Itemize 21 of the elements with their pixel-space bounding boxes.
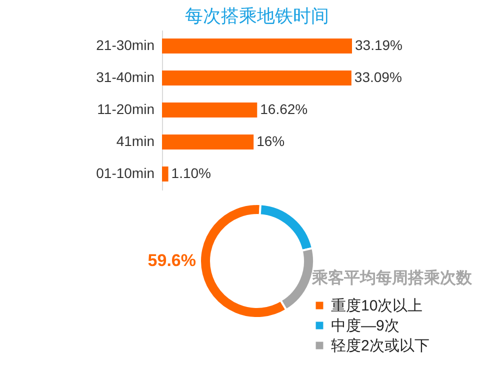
data-label: 1.10% — [171, 165, 211, 181]
y-tick-label: 31-40min — [96, 69, 154, 85]
y-tick-label: 11-20min — [97, 101, 154, 117]
legend-label: 重度10次以上 — [331, 298, 423, 314]
legend-label: 轻度2次或以下 — [331, 338, 430, 354]
y-tick-label: 41min — [116, 133, 154, 149]
chart-title: 每次搭乘地铁时间 — [185, 6, 329, 26]
y-tick-label: 01-10min — [96, 165, 154, 181]
data-label: 33.09% — [354, 69, 402, 85]
bar — [162, 38, 352, 54]
legend-label: 中度—9次 — [331, 318, 400, 334]
legend-title: 乘客平均每周搭乘次数 — [311, 268, 473, 287]
y-tick-label: 21-30min — [96, 37, 154, 53]
data-label: 33.19% — [355, 37, 402, 53]
bar — [162, 134, 254, 150]
bar — [162, 102, 258, 118]
bar — [162, 166, 168, 182]
data-label: 59.6% — [148, 251, 196, 270]
data-label: 16.62% — [260, 101, 308, 117]
bar — [162, 70, 352, 86]
data-label: 16% — [256, 133, 285, 149]
